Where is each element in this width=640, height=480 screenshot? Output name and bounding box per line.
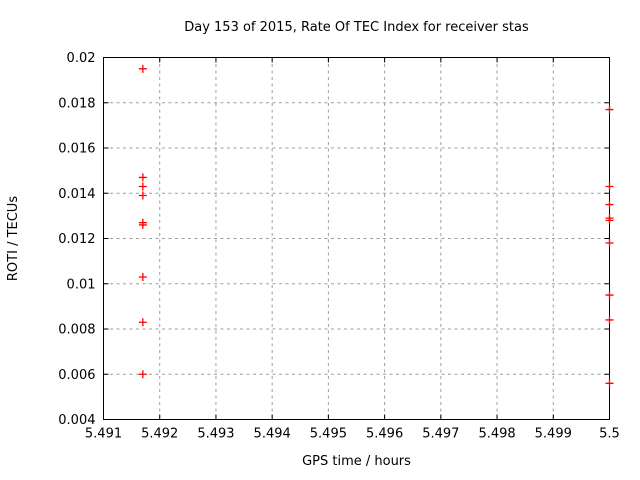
data-point-marker bbox=[138, 64, 147, 73]
plot-border bbox=[103, 57, 610, 420]
y-tick-label: 0.02 bbox=[67, 51, 96, 66]
grid-lines bbox=[103, 57, 610, 420]
x-tick-label: 5.496 bbox=[366, 427, 403, 442]
chart-title: Day 153 of 2015, Rate Of TEC Index for r… bbox=[184, 20, 529, 35]
data-point-marker bbox=[605, 182, 614, 191]
x-tick-label: 5.491 bbox=[85, 427, 122, 442]
x-tick-label: 5.495 bbox=[310, 427, 347, 442]
data-point-marker bbox=[138, 173, 147, 182]
data-point-marker bbox=[138, 220, 147, 229]
y-tick-label: 0.01 bbox=[67, 277, 96, 292]
data-point-marker bbox=[605, 216, 614, 225]
data-point-marker bbox=[138, 191, 147, 200]
y-axis-label: ROTI / TECUs bbox=[6, 196, 21, 281]
x-tick-label: 5.498 bbox=[478, 427, 515, 442]
data-point-marker bbox=[605, 291, 614, 300]
y-tick-label: 0.012 bbox=[58, 232, 95, 247]
data-point-marker bbox=[138, 318, 147, 327]
y-tick-label: 0.014 bbox=[58, 187, 95, 202]
y-tick-labels: 0.004 0.006 0.008 0.01 0.012 0.014 0.016 0.018 0… bbox=[58, 51, 95, 428]
y-tick-label: 0.016 bbox=[58, 142, 95, 157]
data-point-marker bbox=[605, 315, 614, 324]
x-tick-label: 5.497 bbox=[422, 427, 459, 442]
x-tick-labels: 5.491 5.492 5.493 5.494 5.495 5.496 5.497 5.498… bbox=[85, 427, 620, 442]
x-tick-label: 5.492 bbox=[141, 427, 178, 442]
x-tick-label: 5.493 bbox=[197, 427, 234, 442]
data-points bbox=[138, 64, 614, 388]
data-point-marker bbox=[138, 370, 147, 379]
y-tick-label: 0.006 bbox=[58, 368, 95, 383]
x-tick-label: 5.499 bbox=[535, 427, 572, 442]
x-tick-label: 5.5 bbox=[599, 427, 620, 442]
data-point-marker bbox=[138, 182, 147, 191]
x-axis-label: GPS time / hours bbox=[302, 454, 411, 469]
data-point-marker bbox=[138, 272, 147, 281]
data-point-marker bbox=[605, 239, 614, 248]
y-tick-label: 0.008 bbox=[58, 323, 95, 338]
y-tick-label: 0.004 bbox=[58, 413, 95, 428]
x-tick-label: 5.494 bbox=[254, 427, 291, 442]
y-tick-label: 0.018 bbox=[58, 96, 95, 111]
data-point-marker bbox=[605, 379, 614, 388]
data-point-marker bbox=[605, 200, 614, 209]
data-point-marker bbox=[605, 105, 614, 114]
